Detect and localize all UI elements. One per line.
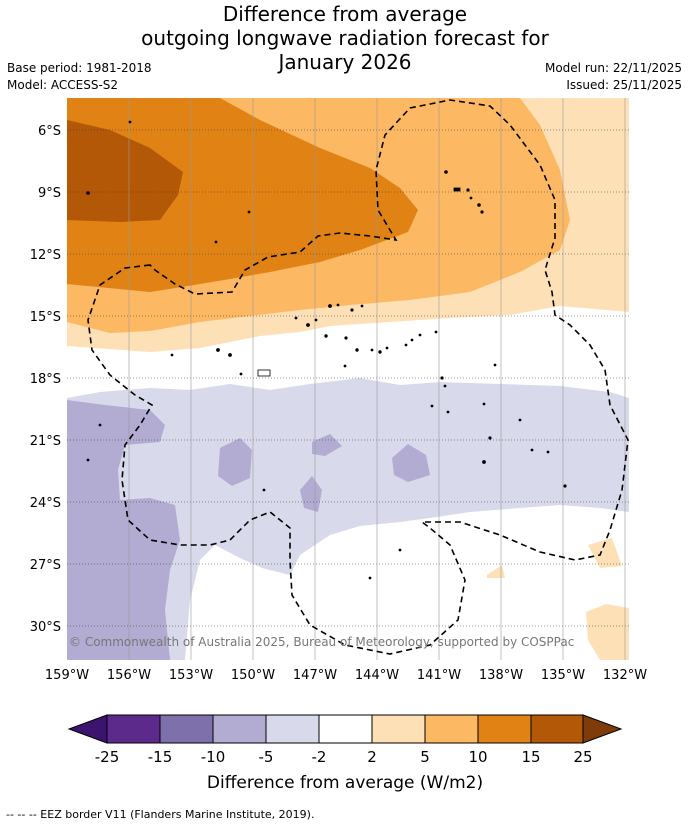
colorbar-segment: [425, 715, 478, 743]
patch-minus-5-a: [218, 438, 252, 486]
small-positive-patch-se-2: [487, 565, 505, 578]
lon-label: 132°W: [603, 668, 647, 683]
lat-label: 24°S: [30, 496, 61, 511]
colorbar-tick: 5: [420, 748, 430, 766]
colorbar-segment: [478, 715, 531, 743]
chart-title: Difference from average outgoing longwav…: [0, 2, 690, 74]
lat-label: 12°S: [30, 248, 61, 263]
base-period: Base period: 1981-2018: [7, 61, 152, 75]
eez-border-cook-islands: [87, 99, 629, 655]
lat-label: 18°S: [30, 372, 61, 387]
latitude-gridlines: [67, 129, 629, 627]
band-15-to-25: [67, 120, 183, 222]
lon-label: 159°W: [45, 668, 89, 683]
colorbar-tick: -10: [201, 748, 226, 766]
lon-label: 150°W: [231, 668, 275, 683]
model-name: Model: ACCESS-S2: [7, 78, 119, 92]
colorbar-dividers: [159, 715, 532, 743]
lat-label: 6°S: [38, 124, 61, 139]
issued-date: Issued: 25/11/2025: [566, 78, 682, 92]
lat-label: 27°S: [30, 558, 61, 573]
meta-right: Model run: 22/11/2025 Issued: 25/11/2025: [545, 60, 682, 94]
longitude-labels: 159°W 156°W 153°W 150°W 147°W 144°W 141°…: [45, 668, 647, 683]
colorbar-segment: [319, 715, 372, 743]
lon-label: 156°W: [107, 668, 151, 683]
title-line-3: January 2026: [278, 50, 412, 74]
small-positive-patch-se-3: [586, 604, 629, 660]
colorbar-segment: [213, 715, 266, 743]
lon-label: 138°W: [479, 668, 523, 683]
colorbar-tick: 15: [521, 748, 540, 766]
patch-minus-5-c: [300, 476, 322, 512]
lon-label: 147°W: [293, 668, 337, 683]
colorbar-tick: 2: [367, 748, 377, 766]
colorbar-tick-labels: -25 -15 -10 -5 -2 2 5 10 15 25: [95, 748, 593, 766]
patch-minus-5-d: [392, 444, 430, 482]
colorbar-tick: -15: [148, 748, 173, 766]
colorbar-label: Difference from average (W/m2): [207, 773, 483, 793]
lat-label: 9°S: [38, 186, 61, 201]
colorbar-tick: 10: [468, 748, 487, 766]
colorbar-segment: [266, 715, 319, 743]
meta-left: Base period: 1981-2018 Model: ACCESS-S2: [7, 60, 152, 94]
lat-label: 21°S: [30, 434, 61, 449]
lon-label: 153°W: [169, 668, 213, 683]
colorbar-segment: [372, 715, 425, 743]
latitude-labels: 6°S 9°S 12°S 15°S 18°S 21°S 24°S 27°S 30…: [30, 124, 61, 635]
colorbar-segment: [160, 715, 213, 743]
patch-minus-5-b: [312, 434, 342, 456]
colorbar: -25 -15 -10 -5 -2 2 5 10 15 25 Differenc…: [67, 714, 623, 793]
map-plot-area: © Commonwealth of Australia 2025, Bureau…: [67, 98, 629, 660]
islands: [86, 120, 567, 580]
model-run: Model run: 22/11/2025: [544, 61, 682, 75]
colorbar-segment: [531, 715, 583, 743]
title-line-2: outgoing longwave radiation forecast for: [141, 26, 549, 50]
lon-label: 141°W: [417, 668, 461, 683]
band-minus-10-to-minus-5-west: [67, 400, 180, 660]
colorbar-high-extension: [582, 714, 623, 744]
band-minus-5-to-minus-2: [67, 378, 629, 660]
small-positive-patch-se-1: [588, 538, 622, 568]
band-10-to-15: [67, 98, 418, 292]
colorbar-tick: -2: [312, 748, 327, 766]
lat-label: 30°S: [30, 620, 61, 635]
colorbar-low-extension: [67, 714, 108, 744]
colorbar-frame: [106, 714, 584, 744]
eez-footnote: -- -- -- EEZ border V11 (Flanders Marine…: [6, 808, 315, 821]
colorbar-tick: -25: [95, 748, 120, 766]
colorbar-tick: -5: [259, 748, 274, 766]
copyright-text: © Commonwealth of Australia 2025, Bureau…: [69, 635, 574, 649]
title-line-1: Difference from average: [222, 2, 468, 26]
lon-label: 144°W: [355, 668, 399, 683]
colorbar-segment: [107, 715, 160, 743]
lat-label: 15°S: [30, 310, 61, 325]
colorbar-tick: 25: [573, 748, 592, 766]
lon-label: 135°W: [541, 668, 585, 683]
longitude-gridlines: [128, 98, 626, 660]
